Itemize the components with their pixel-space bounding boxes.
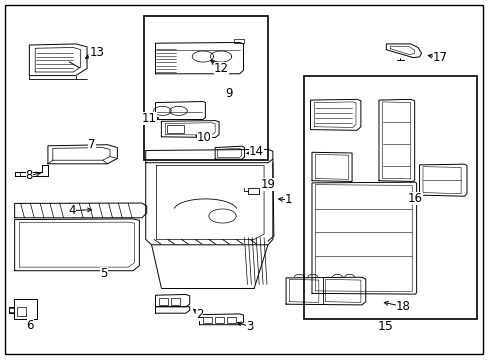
Text: 4: 4 <box>68 204 76 217</box>
Text: 17: 17 <box>432 51 447 64</box>
Text: 8: 8 <box>25 169 33 182</box>
Text: 2: 2 <box>195 308 203 321</box>
Text: 14: 14 <box>248 145 263 158</box>
Bar <box>9 308 14 312</box>
Bar <box>17 307 26 316</box>
Text: 7: 7 <box>88 138 96 151</box>
Text: 11: 11 <box>142 112 156 125</box>
Bar <box>203 317 211 323</box>
Bar <box>159 298 167 305</box>
Bar <box>304 76 476 319</box>
Text: 9: 9 <box>224 87 232 100</box>
Text: 6: 6 <box>26 319 34 332</box>
Bar <box>248 188 259 194</box>
Text: 3: 3 <box>245 320 253 333</box>
Text: 10: 10 <box>197 131 211 144</box>
Text: 19: 19 <box>260 178 275 191</box>
Text: 12: 12 <box>214 62 228 75</box>
Bar <box>227 317 236 323</box>
Bar <box>144 16 267 160</box>
Bar <box>171 298 180 305</box>
Text: 16: 16 <box>407 192 422 205</box>
Text: 13: 13 <box>89 46 104 59</box>
Bar <box>233 39 243 43</box>
Text: 15: 15 <box>377 320 392 333</box>
Text: 1: 1 <box>284 193 292 206</box>
Bar <box>167 125 184 133</box>
Text: 5: 5 <box>100 267 108 280</box>
Bar <box>215 317 224 323</box>
Text: 18: 18 <box>395 300 410 313</box>
Bar <box>14 299 37 319</box>
